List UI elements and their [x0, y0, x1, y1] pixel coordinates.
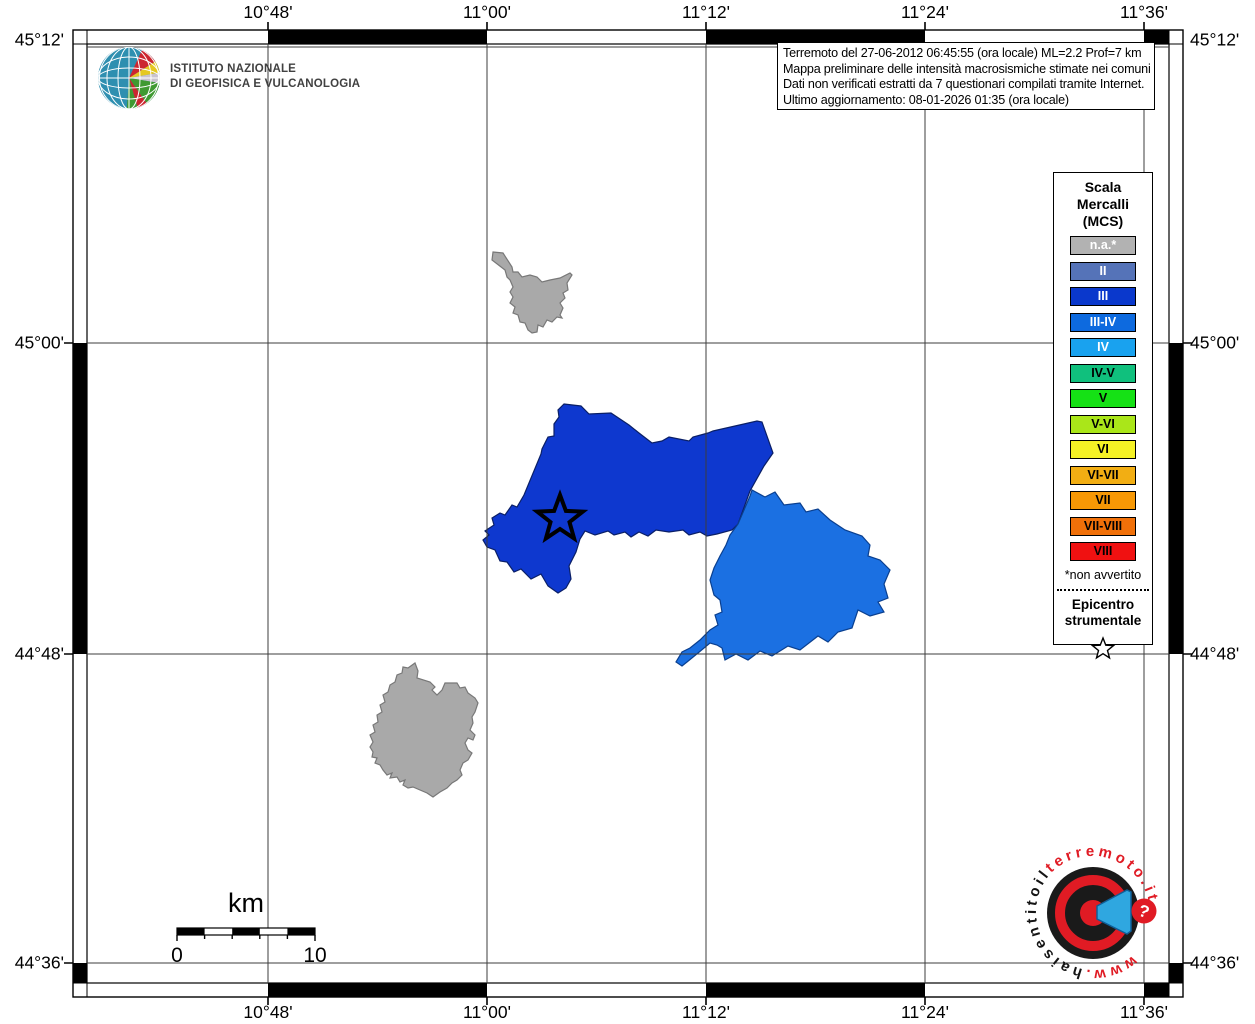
- info-line: Dati non verificati estratti da 7 questi…: [783, 77, 1145, 92]
- legend-swatch: IV-V: [1070, 363, 1136, 383]
- legend-swatch: VI-VII: [1070, 465, 1136, 485]
- municipality-polygon-iii-iv: [675, 489, 891, 667]
- megaphone-icon: [1096, 889, 1132, 935]
- legend-swatch: VIII: [1070, 542, 1136, 561]
- municipality-polygon-na-north: [491, 251, 573, 334]
- legend-footnote: *non avvertito: [1064, 567, 1142, 582]
- axis-label-lon: 11°36': [1120, 2, 1168, 22]
- axis-label-lon: 11°00': [463, 1002, 511, 1022]
- axis-label-lon: 11°00': [463, 2, 511, 22]
- legend-swatch: III: [1070, 287, 1136, 306]
- legend-swatch: III-IV: [1070, 312, 1136, 332]
- info-line: Terremoto del 27-06-2012 06:45:55 (ora l…: [783, 46, 1142, 60]
- scale-bar-unit-label: km: [228, 888, 264, 918]
- legend-swatches: n.a.* II III III-IV IV IV-V V V-VI VI VI…: [1054, 236, 1152, 561]
- legend-swatch: n.a.*: [1070, 236, 1136, 255]
- map-frame: [64, 22, 1192, 1005]
- info-line: Ultimo aggiornamento: 08-01-2026 01:35 (…: [783, 92, 1069, 107]
- scale-bar-end-label: 10: [303, 944, 327, 967]
- axis-label-lat: 45°12': [1190, 29, 1240, 50]
- legend: Scala Mercalli (MCS) n.a.* II III III-IV…: [1053, 172, 1153, 659]
- legend-swatch: VII-VIII: [1070, 516, 1136, 536]
- axis-label-lon: 11°12': [682, 2, 730, 22]
- axis-label-lon: 10°48': [243, 1002, 293, 1022]
- axis-label-lat: 44°48': [1190, 643, 1240, 664]
- axis-label-lon: 11°24': [901, 1002, 949, 1022]
- legend-swatch: VII: [1070, 491, 1136, 510]
- ingv-logo-line1: ISTITUTO NAZIONALE: [170, 63, 297, 75]
- legend-swatch: V: [1070, 389, 1136, 408]
- grid-lines: [87, 44, 1169, 983]
- earthquake-info-box: Terremoto del 27-06-2012 06:45:55 (ora l…: [777, 42, 1155, 110]
- axis-label-lat: 44°36': [14, 952, 64, 973]
- scale-bar-start-label: 0: [171, 944, 183, 967]
- ingv-logo: ISTITUTO NAZIONALE DI GEOFISICA E VULCAN…: [170, 62, 360, 92]
- frame-ticks: [64, 22, 1192, 1005]
- municipality-polygon-iii: [482, 403, 774, 594]
- legend-swatch: V-VI: [1070, 414, 1136, 434]
- legend-swatch: VI: [1070, 440, 1136, 459]
- question-mark-icon: [1131, 898, 1157, 924]
- axis-label-lat: 44°48': [14, 643, 64, 664]
- epicenter-star-icon: [531, 489, 589, 544]
- legend-divider: [1057, 588, 1149, 591]
- ingv-logo-line2: DI GEOFISICA E VULCANOLOGIA: [170, 78, 361, 90]
- axis-label-lon: 11°24': [901, 2, 949, 22]
- legend-epicenter-title: Epicentro strumentale: [1064, 596, 1142, 629]
- axis-label-lon: 11°12': [682, 1002, 730, 1022]
- legend-epicenter-star-icon: [1090, 635, 1116, 659]
- legend-title: Scala Mercalli (MCS): [1076, 179, 1130, 229]
- info-line: Mappa preliminare delle intensità macros…: [783, 61, 1151, 76]
- municipality-polygons: [369, 251, 891, 798]
- axis-label-lon: 11°36': [1120, 1002, 1168, 1022]
- axis-label-lon: 10°48': [243, 2, 293, 22]
- municipality-polygon-na-south: [369, 662, 479, 798]
- legend-swatch: IV: [1070, 338, 1136, 357]
- axis-label-lat: 45°00': [14, 332, 64, 353]
- axis-label-lat: 45°00': [1190, 332, 1240, 353]
- scale-bar: [176, 927, 316, 941]
- axis-label-lat: 44°36': [1190, 952, 1240, 973]
- axis-label-lat: 45°12': [14, 29, 64, 50]
- legend-swatch: II: [1070, 261, 1136, 281]
